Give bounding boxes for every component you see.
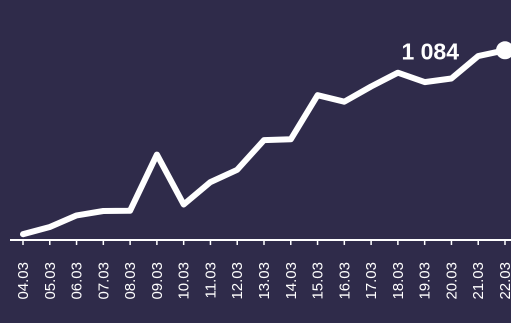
data-points (496, 41, 511, 60)
x-tick-label: 21.03 (470, 262, 487, 300)
x-tick-label: 17.03 (363, 262, 380, 300)
x-tick-label: 20.03 (443, 262, 460, 300)
x-axis-labels: 04.03 05.03 06.03 07.03 08.03 09.03 10.03 11.03… (15, 262, 511, 300)
x-tick-label: 06.03 (69, 262, 86, 300)
x-tick-label: 10.03 (176, 262, 193, 300)
x-tick-label: 16.03 (336, 262, 353, 300)
x-tick-label: 11.03 (202, 262, 219, 298)
series-line (20, 47, 508, 238)
x-tick-label: 08.03 (122, 262, 139, 300)
x-tick-label: 13.03 (256, 262, 273, 300)
x-tick-label: 18.03 (390, 262, 407, 300)
x-tick-label: 12.03 (229, 262, 246, 300)
x-tick-label: 04.03 (15, 262, 32, 300)
drop-lines (22, 50, 506, 240)
x-tick-label: 19.03 (417, 262, 434, 300)
x-tick-label: 07.03 (95, 262, 112, 300)
x-tick-label: 15.03 (310, 262, 327, 300)
last-value-label: 1 084 (401, 38, 459, 64)
x-tick-label: 22.03 (497, 262, 511, 300)
x-axis-ticks (22, 240, 506, 245)
x-tick-label: 09.03 (149, 262, 166, 300)
last-data-point (496, 41, 511, 60)
x-tick-label: 14.03 (283, 262, 300, 300)
x-tick-label: 05.03 (42, 262, 59, 300)
